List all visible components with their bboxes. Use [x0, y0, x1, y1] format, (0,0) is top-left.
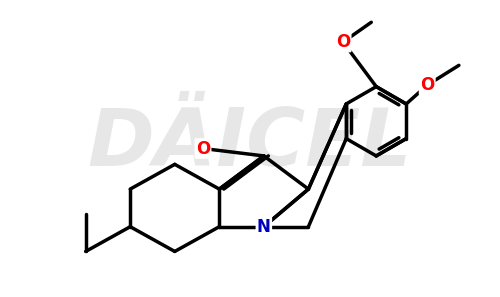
Text: N: N: [257, 218, 271, 236]
Text: DÄICEL: DÄICEL: [88, 105, 412, 183]
Text: O: O: [196, 140, 210, 157]
Text: O: O: [420, 76, 434, 94]
Text: O: O: [336, 33, 350, 51]
